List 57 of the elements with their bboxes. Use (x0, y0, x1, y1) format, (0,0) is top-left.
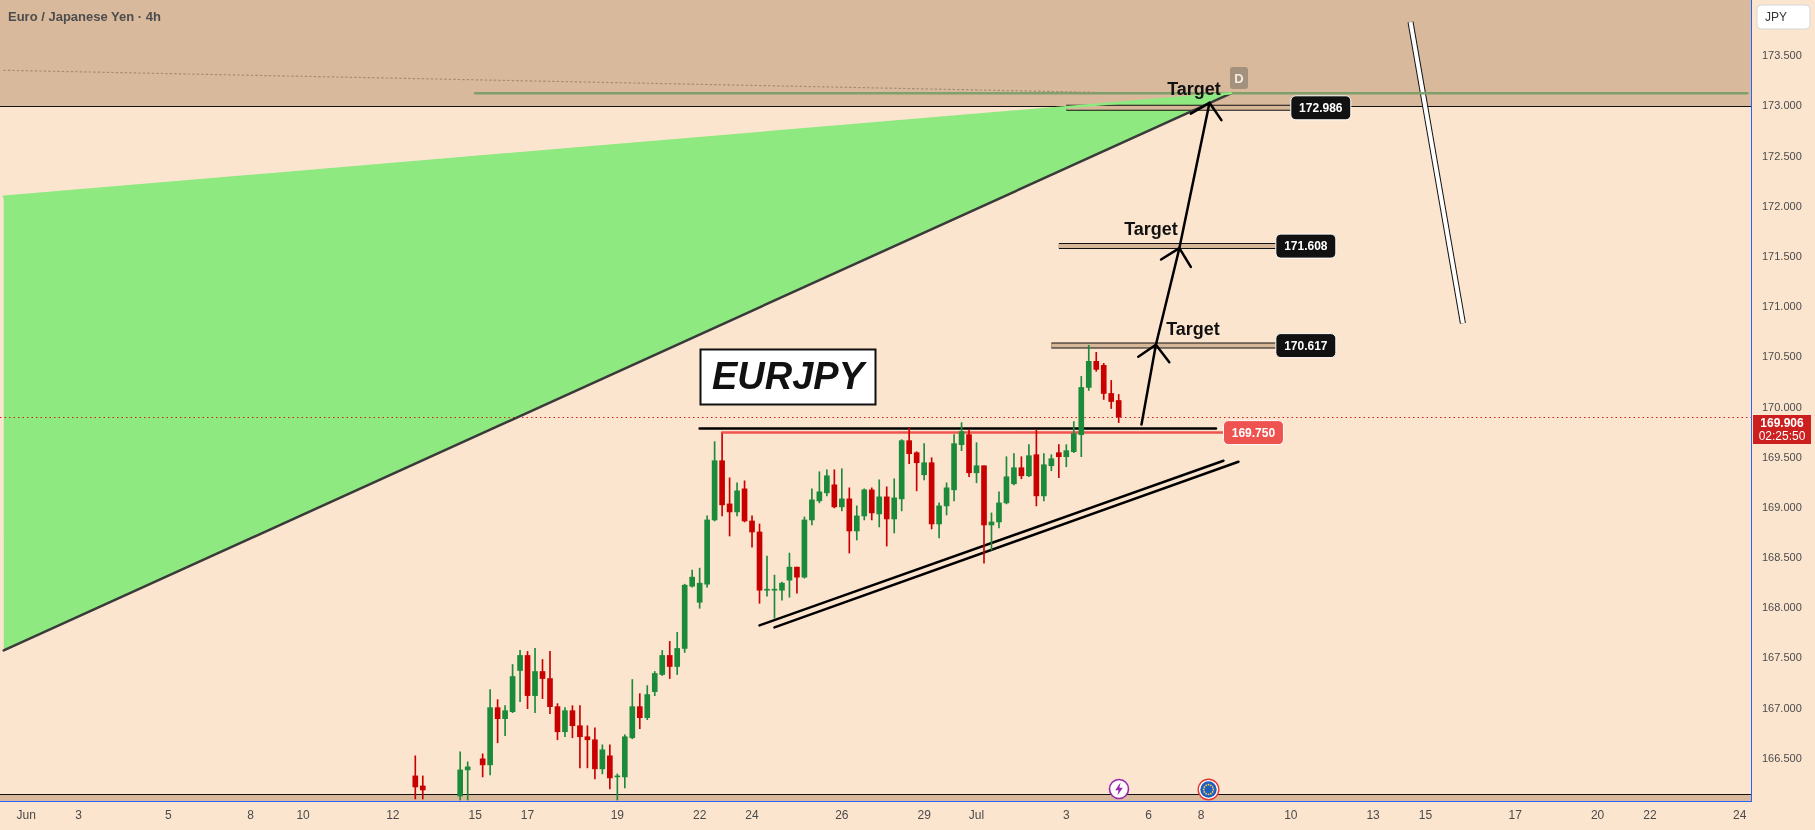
data-label: 172.986 (1299, 101, 1343, 116)
data-label: 171.608 (1284, 239, 1328, 254)
y-tick-label: 171.500 (1762, 249, 1802, 262)
y-tick-label: 171.000 (1762, 300, 1802, 313)
x-tick-label: 5 (165, 807, 173, 822)
x-tick-label: 22 (1643, 807, 1657, 822)
x-tick-label: 19 (610, 807, 625, 822)
annotation: Target (1167, 78, 1221, 99)
x-tick-label: 17 (520, 807, 535, 822)
candlestick (1056, 444, 1062, 479)
y-tick-label: 170.000 (1762, 400, 1802, 413)
y-tick-label: 168.000 (1762, 601, 1802, 614)
x-tick-label: 10 (1284, 807, 1298, 822)
x-tick-label: 24 (745, 807, 760, 822)
y-tick-label: 166.500 (1762, 751, 1802, 764)
y-tick-label: 170.500 (1762, 350, 1802, 363)
annotation: D (1234, 70, 1244, 86)
x-tick-label: 15 (468, 807, 483, 822)
candlestick (419, 775, 426, 800)
candlestick (764, 555, 770, 597)
x-tick-label: 22 (692, 807, 707, 822)
x-tick-label: 13 (1366, 807, 1381, 822)
y-tick-label: 172.000 (1762, 199, 1802, 212)
x-tick-label: 15 (1418, 807, 1433, 822)
annotation: Target (1166, 318, 1220, 339)
annotation: Target (1124, 218, 1178, 239)
y-tick-label: 169.000 (1762, 500, 1802, 513)
x-tick-label: 20 (1590, 807, 1605, 822)
y-tick-label: 167.000 (1762, 701, 1802, 714)
x-tick-label: 8 (1197, 807, 1205, 822)
x-tick-label: 26 (835, 807, 849, 822)
y-tick-label: 167.500 (1762, 651, 1802, 664)
x-tick-label: 6 (1145, 807, 1153, 822)
text: 02:25:50 (1758, 429, 1806, 444)
y-tick-label: 168.500 (1762, 551, 1802, 564)
candlestick (577, 705, 583, 769)
data-label: 170.617 (1284, 338, 1328, 353)
x-tick-label: 8 (247, 807, 255, 822)
x-tick-label: 24 (1733, 807, 1747, 822)
x-tick-label: 10 (296, 807, 311, 822)
x-tick-label: 3 (1062, 807, 1070, 822)
candlestick (839, 468, 845, 512)
x-tick-label: 3 (75, 807, 83, 822)
x-tick-label: 12 (386, 807, 400, 822)
ref-line-label: 169.906 (1760, 415, 1805, 430)
y-tick-label: 173.500 (1762, 49, 1802, 62)
x-tick-label: Jun (16, 807, 36, 822)
y-tick-label: 172.500 (1762, 149, 1802, 162)
text: Euro / Japanese Yen · 4h (8, 8, 161, 24)
y-tick-label: 169.500 (1762, 450, 1802, 463)
x-tick-label: Jul (968, 807, 985, 822)
y-tick-label: 173.000 (1762, 99, 1802, 112)
data-label: 169.750 (1231, 425, 1276, 440)
x-tick-label: 17 (1508, 807, 1523, 822)
x-tick-label: 29 (917, 807, 932, 822)
annotation: EURJPY (711, 355, 868, 398)
y-axis-title: JPY (1765, 9, 1788, 24)
